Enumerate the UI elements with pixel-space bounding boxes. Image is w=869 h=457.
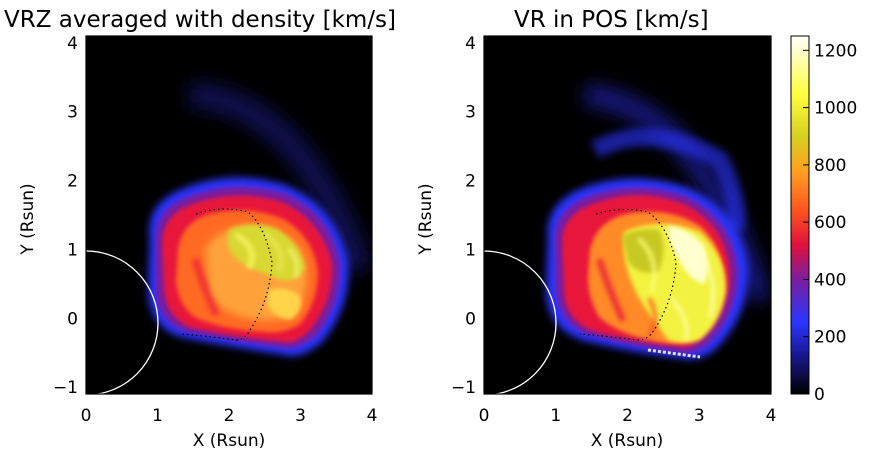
left-x-axis-label: X (Rsun) xyxy=(193,431,266,451)
left-y-axis-label: Y (Rsun) xyxy=(18,183,38,255)
right-white-highlight xyxy=(668,226,708,284)
right-y-tick-label: 1 xyxy=(465,240,476,260)
left-y-tick-label: 3 xyxy=(67,103,78,123)
right-heatmap xyxy=(484,84,771,394)
right-x-tick-label: 1 xyxy=(550,406,561,426)
left-heatmap xyxy=(86,82,372,394)
right-x-ticks: 0 1 2 3 4 xyxy=(479,36,777,426)
left-x-tick-label: 4 xyxy=(367,406,378,426)
colorbar-tick-label: 200 xyxy=(814,328,846,348)
colorbar: 0 200 400 600 800 1000 1200 xyxy=(790,35,857,405)
right-x-tick-label: 0 xyxy=(479,406,490,426)
left-solar-limb xyxy=(86,250,159,394)
right-panel: VR in POS [km/s] xyxy=(416,7,776,451)
right-y-tick-label: 2 xyxy=(465,172,476,192)
right-x-tick-label: 3 xyxy=(694,406,705,426)
right-dotted-contour xyxy=(579,208,677,341)
right-lower-edge xyxy=(647,348,701,359)
right-y-tick-label: 0 xyxy=(465,309,476,329)
colorbar-ticks: 0 200 400 600 800 1000 1200 xyxy=(803,41,857,405)
right-y-tick-label: 3 xyxy=(465,103,476,123)
left-x-tick-label: 2 xyxy=(224,406,235,426)
colorbar-strip xyxy=(790,35,810,395)
right-streaks xyxy=(596,237,716,341)
left-x-ticks: 0 1 2 3 4 xyxy=(81,36,378,426)
left-streaks xyxy=(192,231,300,316)
left-panel: VRZ averaged with density [km/s] xyxy=(4,7,396,451)
left-panel-title: VRZ averaged with density [km/s] xyxy=(4,7,396,33)
left-dotted-contour xyxy=(181,208,273,341)
right-blue-loop xyxy=(590,128,745,232)
left-x-tick-label: 3 xyxy=(295,406,306,426)
left-y-tick-label: 4 xyxy=(67,34,78,54)
colorbar-tick-label: 400 xyxy=(814,270,846,290)
left-y-tick-label: 1 xyxy=(67,240,78,260)
colorbar-tick-label: 1000 xyxy=(814,99,857,119)
left-y-tick-label: 2 xyxy=(67,172,78,192)
left-shock-arc xyxy=(189,82,372,275)
left-yellow-patch-2 xyxy=(268,288,301,320)
colorbar-tick-label: 0 xyxy=(814,385,825,405)
right-panel-title: VR in POS [km/s] xyxy=(514,7,709,33)
right-x-axis-label: X (Rsun) xyxy=(591,431,664,451)
right-y-tick-label: −1 xyxy=(451,378,476,398)
left-y-tick-label: −1 xyxy=(53,378,78,398)
left-y-ticks: −1 0 1 2 3 4 xyxy=(53,34,372,398)
right-y-ticks: −1 0 1 2 3 4 xyxy=(451,34,771,398)
left-y-tick-label: 0 xyxy=(67,309,78,329)
colorbar-tick-label: 600 xyxy=(814,213,846,233)
colorbar-tick-label: 800 xyxy=(814,156,846,176)
right-x-tick-label: 2 xyxy=(622,406,633,426)
right-y-tick-label: 4 xyxy=(465,34,476,54)
colorbar-tick-label: 1200 xyxy=(814,41,857,61)
right-solar-limb xyxy=(484,250,557,394)
right-y-axis-label: Y (Rsun) xyxy=(416,183,436,255)
right-x-tick-label: 4 xyxy=(766,406,777,426)
left-x-tick-label: 1 xyxy=(152,406,163,426)
left-x-tick-label: 0 xyxy=(81,406,92,426)
